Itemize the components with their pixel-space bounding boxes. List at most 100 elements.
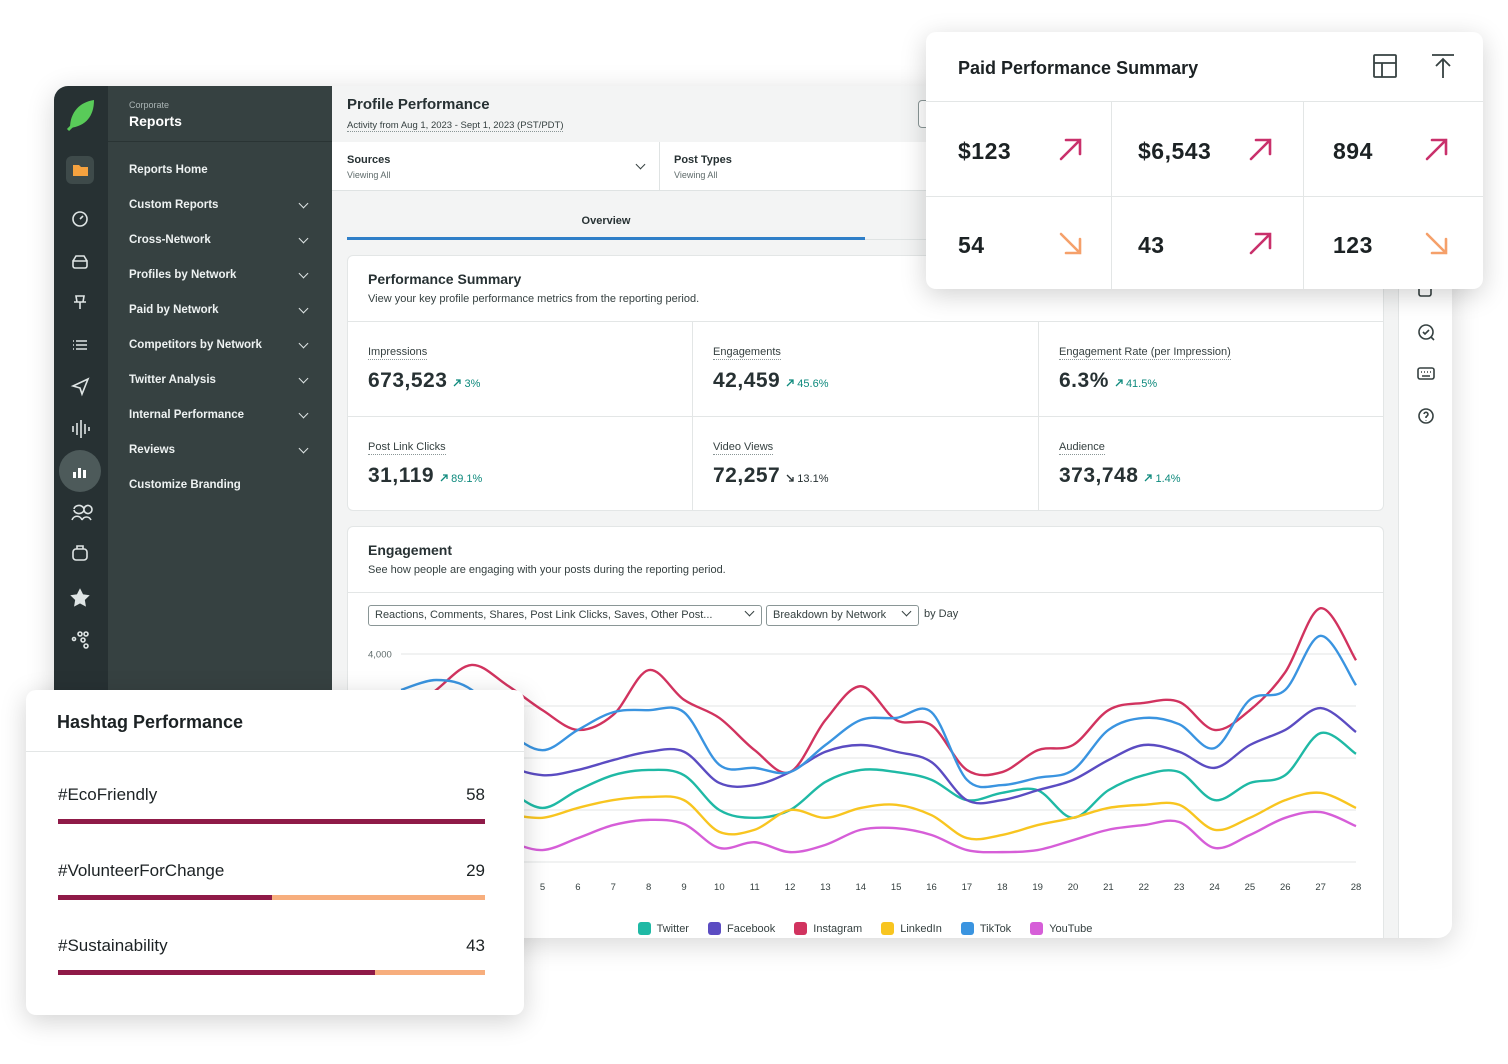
- hashtag-name: #VolunteerForChange: [58, 860, 225, 880]
- x-tick-label: 25: [1245, 882, 1256, 893]
- nav-item[interactable]: Internal Performance: [129, 409, 245, 421]
- nav-item[interactable]: Customize Branding: [129, 479, 241, 491]
- metric-value: 673,523: [368, 369, 448, 392]
- x-tick-label: 5: [540, 882, 545, 893]
- x-tick-label: 14: [856, 882, 867, 893]
- element: 45.6%: [786, 378, 829, 390]
- divider: [347, 321, 1383, 322]
- element: [72, 255, 88, 269]
- legend: Twitter Facebook Instagram LinkedIn TikTok Yo…: [347, 922, 1383, 935]
- nav-item[interactable]: Twitter Analysis: [129, 374, 216, 386]
- x-tick-label: 11: [750, 882, 760, 893]
- metric-change: 1.4%: [1155, 473, 1181, 485]
- x-tick-label: 17: [962, 882, 973, 893]
- card-title: Engagement: [368, 542, 453, 558]
- nav-item[interactable]: Reports Home: [129, 164, 208, 176]
- hashtag-name: #Sustainability: [58, 936, 168, 955]
- element: [79, 215, 84, 220]
- hashtag-track: [58, 894, 485, 900]
- element: [77, 631, 83, 637]
- element: 89.1%: [440, 473, 482, 485]
- nav-item[interactable]: Competitors by Network: [129, 339, 262, 351]
- nav-item[interactable]: Profiles by Network: [129, 269, 237, 281]
- metric-change: 41.5%: [1125, 378, 1158, 390]
- element: [1417, 367, 1435, 380]
- series-line: [400, 731, 1357, 819]
- filter-value: Viewing All: [347, 170, 391, 180]
- rail-icons: [59, 100, 101, 649]
- metric-label: Post Link Clicks: [368, 441, 446, 455]
- metric: 31,119 89.1%: [368, 464, 482, 488]
- trend-icon: [453, 379, 462, 387]
- nav-item[interactable]: Reviews: [129, 444, 176, 456]
- engagement-chart: 01,0002,0003,0004,0001234567891011121314…: [368, 607, 1361, 893]
- element: [71, 636, 77, 642]
- element: [70, 588, 90, 607]
- element: [76, 545, 84, 549]
- series-line: [400, 706, 1357, 805]
- sidebar-section: Corporate: [129, 100, 170, 110]
- tab[interactable]: Overview: [581, 215, 631, 227]
- element: [72, 548, 88, 561]
- element: [74, 295, 86, 309]
- divider: [926, 101, 1483, 102]
- page-title: Profile Performance: [347, 96, 490, 113]
- metric-select[interactable]: Reactions, Comments, Shares, Post Link C…: [368, 605, 762, 626]
- x-tick-label: 20: [1068, 882, 1079, 893]
- y-tick-label: 4,000: [368, 650, 392, 661]
- card-actions[interactable]: [1366, 52, 1466, 82]
- x-tick-label: 27: [1315, 882, 1326, 893]
- x-tick-label: 24: [1209, 882, 1220, 893]
- legend-item[interactable]: Facebook: [707, 922, 775, 935]
- filter-label[interactable]: Sources: [347, 154, 391, 166]
- element: [83, 631, 89, 637]
- legend-swatch: [881, 922, 895, 935]
- element: [1144, 474, 1153, 482]
- element: [70, 211, 93, 649]
- tab-rule: [347, 239, 1383, 240]
- metric: 673,523 3%: [368, 369, 480, 393]
- paid-value: 54: [958, 232, 985, 258]
- paid-value: 43: [1138, 232, 1165, 258]
- metric-change: 89.1%: [451, 473, 483, 485]
- element: [1059, 232, 1082, 255]
- divider: [1038, 322, 1039, 510]
- date-range[interactable]: Activity from Aug 1, 2023 - Sept 1, 2023…: [347, 120, 564, 132]
- x-tick-label: 19: [1032, 882, 1043, 893]
- metric: 6.3% 41.5%: [1059, 369, 1157, 393]
- filter-label[interactable]: Post Types: [674, 154, 732, 166]
- element: 1.4%: [1144, 473, 1181, 485]
- nav-item[interactable]: Cross-Network: [129, 234, 211, 246]
- legend-item[interactable]: Instagram: [794, 922, 862, 935]
- x-tick-label: 22: [1138, 882, 1149, 893]
- sidebar-title: Reports: [129, 113, 182, 129]
- element: [1418, 408, 1434, 424]
- series-line: [400, 634, 1358, 789]
- card-title: Paid Performance Summary: [958, 58, 1199, 78]
- element: [1425, 232, 1448, 255]
- x-tick-label: 16: [926, 882, 937, 893]
- x-tick-label: 18: [997, 882, 1008, 893]
- hashtag-count: 29: [466, 860, 485, 880]
- nav-item[interactable]: Custom Reports: [129, 199, 219, 211]
- divider: [347, 416, 1383, 417]
- breakdown-select[interactable]: Breakdown by Network: [766, 605, 919, 626]
- x-tick-label: 10: [714, 882, 725, 893]
- divider: [26, 751, 524, 752]
- element: [66, 120, 78, 132]
- element: [440, 474, 448, 482]
- legend-item[interactable]: Twitter: [637, 922, 689, 935]
- element: [73, 340, 87, 350]
- legend-item[interactable]: LinkedIn: [881, 922, 942, 935]
- nav-item[interactable]: Paid by Network: [129, 304, 219, 316]
- paid-value: 123: [1333, 232, 1373, 258]
- legend-label: TikTok: [979, 923, 1012, 935]
- legend-label: Instagram: [813, 923, 863, 935]
- legend-item[interactable]: YouTube: [1030, 922, 1092, 935]
- element: [73, 165, 88, 176]
- legend-label: LinkedIn: [900, 923, 942, 935]
- element: [1059, 138, 1082, 161]
- legend-item[interactable]: TikTok: [960, 922, 1012, 935]
- legend-swatch: [1030, 922, 1044, 935]
